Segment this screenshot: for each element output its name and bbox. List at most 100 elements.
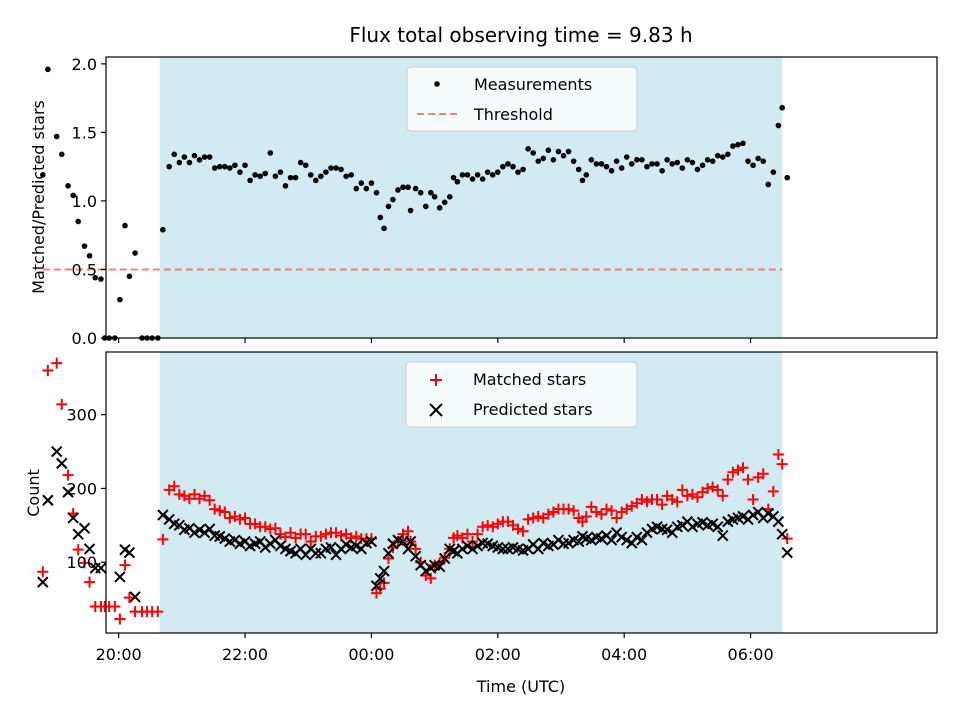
matched-point xyxy=(517,525,529,537)
matched-point xyxy=(451,530,463,542)
matched-point xyxy=(173,488,185,500)
data-point xyxy=(770,169,777,175)
predicted-point xyxy=(772,515,785,528)
predicted-point xyxy=(374,572,386,585)
predicted-point xyxy=(114,571,126,583)
data-point xyxy=(45,66,51,73)
x-tick-label: 00:00 xyxy=(348,645,394,664)
matched-point xyxy=(37,566,49,578)
matched-point xyxy=(651,494,663,506)
matched-point xyxy=(482,519,494,531)
matched-point xyxy=(114,613,126,625)
count-panel-ylabel: Count xyxy=(24,469,43,517)
data-point xyxy=(575,166,582,173)
matched-point xyxy=(585,501,597,513)
predicted-point xyxy=(157,509,169,521)
matched-point xyxy=(209,503,221,515)
data-point xyxy=(740,140,746,147)
matched-point xyxy=(382,553,394,565)
data-point xyxy=(583,172,590,178)
data-point xyxy=(307,172,314,178)
data-point xyxy=(171,151,178,158)
matched-point xyxy=(722,474,734,486)
matched-point xyxy=(84,576,96,588)
matched-stars-legend-label: Matched stars xyxy=(473,370,586,389)
data-point xyxy=(540,155,547,162)
data-point xyxy=(338,166,344,173)
matched-point xyxy=(219,506,231,518)
predicted-point xyxy=(62,486,74,498)
ratio-panel-frame xyxy=(105,56,938,339)
matched-point xyxy=(402,525,414,537)
data-point xyxy=(267,150,274,156)
x-tick-label: 02:00 xyxy=(475,645,521,664)
matched-point xyxy=(527,512,539,524)
data-point xyxy=(505,161,511,167)
measurements-legend-marker xyxy=(434,81,440,87)
matched-point xyxy=(119,559,131,571)
ratio-panel: 0.00.51.01.52.0 Matched/Predicted stars … xyxy=(29,55,938,348)
matched-point xyxy=(224,512,236,524)
data-point xyxy=(704,157,711,163)
data-point xyxy=(400,184,406,191)
data-point xyxy=(644,163,650,170)
matched-point xyxy=(732,464,744,476)
data-point xyxy=(70,192,76,199)
data-point xyxy=(436,204,443,211)
data-point xyxy=(122,222,128,229)
x-tick-label: 06:00 xyxy=(728,645,774,664)
data-point xyxy=(353,185,360,192)
x-tick-label: 20:00 xyxy=(96,645,142,664)
data-point xyxy=(40,172,46,178)
matched-point xyxy=(580,510,592,522)
predicted-point xyxy=(42,494,54,506)
matched-point xyxy=(62,469,74,481)
data-point xyxy=(588,157,595,163)
data-point xyxy=(654,161,660,167)
y-tick-label: 2.0 xyxy=(72,55,97,74)
data-point xyxy=(166,163,172,170)
count-panel-legend: Matched stars Predicted stars xyxy=(405,361,638,428)
data-point xyxy=(262,170,269,177)
data-point xyxy=(719,154,726,160)
data-point xyxy=(323,169,329,175)
data-point xyxy=(201,154,208,160)
data-point xyxy=(328,165,334,171)
matched-point xyxy=(702,482,714,494)
data-point xyxy=(699,162,706,169)
data-point xyxy=(333,165,339,171)
data-point xyxy=(343,173,349,180)
data-point xyxy=(373,189,380,196)
data-point xyxy=(593,161,600,167)
data-point xyxy=(618,165,625,171)
data-point xyxy=(535,158,542,164)
data-point xyxy=(765,181,772,188)
predicted-point xyxy=(378,565,390,577)
predicted-point xyxy=(404,535,417,548)
x-tick-label: 22:00 xyxy=(222,645,268,664)
y-tick-label: 100 xyxy=(66,553,97,572)
chart-title: Flux total observing time = 9.83 h xyxy=(349,23,692,47)
data-point xyxy=(441,199,448,206)
data-point xyxy=(86,252,93,259)
data-point xyxy=(297,159,304,166)
y-tick-label: 0.5 xyxy=(72,260,97,279)
matched-point xyxy=(641,496,653,508)
matched-point xyxy=(234,513,246,525)
data-point xyxy=(318,173,324,180)
matched-point xyxy=(747,494,759,506)
matched-point xyxy=(772,449,784,461)
data-point xyxy=(222,163,228,170)
predicted-stars-legend-marker xyxy=(429,403,443,417)
data-point xyxy=(489,172,496,178)
data-point xyxy=(363,185,370,192)
data-point xyxy=(570,158,577,164)
predicted-point xyxy=(83,543,96,555)
data-point xyxy=(98,276,104,282)
matched-point xyxy=(712,484,724,496)
data-point xyxy=(412,185,419,192)
data-point xyxy=(257,173,263,180)
data-point xyxy=(484,169,491,175)
data-point xyxy=(560,152,567,159)
